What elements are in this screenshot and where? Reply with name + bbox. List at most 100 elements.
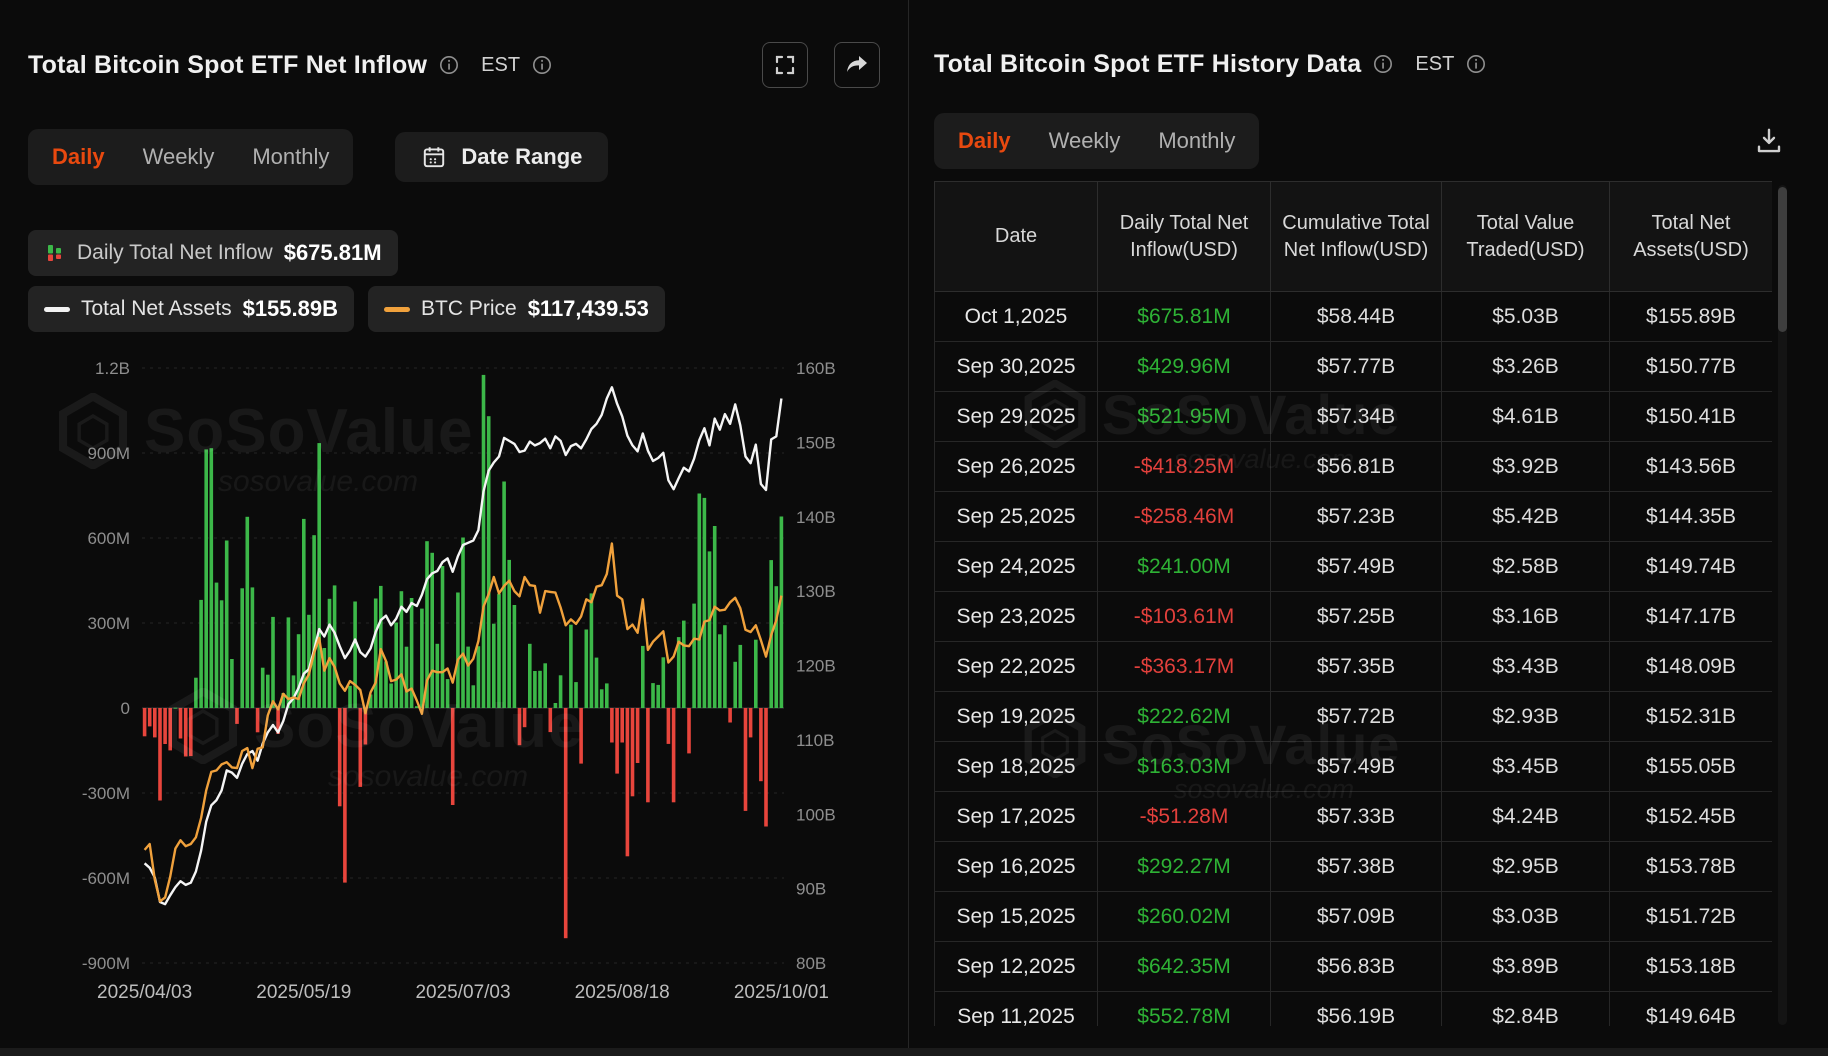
table-row: Oct 1,2025 $675.81M $58.44B $5.03B $155.89B	[934, 291, 1772, 342]
net-inflow-chart[interactable]: 1.2B 900M 600M 300M 0 -300M -600M -900M 160B 150B…	[28, 338, 880, 1038]
table-cell: $57.38B	[1270, 841, 1442, 892]
table-cell: $153.18B	[1609, 941, 1772, 992]
date-range-button[interactable]: Date Range	[395, 132, 609, 182]
table-cell: $144.35B	[1609, 491, 1772, 542]
history-data-table: Date Daily Total Net Inflow(USD) Cumulativ…	[934, 181, 1772, 1026]
table-cell: Sep 26,2025	[934, 441, 1098, 492]
legend-daily-net-inflow[interactable]: Daily Total Net Inflow $675.81M	[28, 230, 398, 276]
legend-value: $155.89B	[242, 296, 338, 321]
table-cell: $2.58B	[1441, 541, 1610, 592]
table-cell: $155.05B	[1609, 741, 1772, 792]
table-cell: $2.95B	[1441, 841, 1610, 892]
svg-text:2025/07/03: 2025/07/03	[415, 982, 510, 1003]
table-cell: $57.77B	[1270, 341, 1442, 392]
info-icon[interactable]	[532, 55, 552, 75]
history-data-panel: Total Bitcoin Spot ETF History Data EST …	[934, 0, 1828, 1056]
table-cell: $552.78M	[1097, 991, 1271, 1026]
info-icon[interactable]	[439, 55, 459, 75]
tab-monthly[interactable]: Monthly	[1140, 119, 1253, 163]
table-row: Sep 22,2025 -$363.17M $57.35B $3.43B $148.09…	[934, 641, 1772, 692]
svg-text:-300M: -300M	[82, 784, 130, 803]
table-cell: $150.77B	[1609, 341, 1772, 392]
table-cell: $3.92B	[1441, 441, 1610, 492]
svg-text:-600M: -600M	[82, 869, 130, 888]
table-scrollbar[interactable]	[1778, 185, 1787, 1025]
table-cell: $58.44B	[1270, 291, 1442, 342]
svg-text:100B: 100B	[796, 805, 836, 824]
table-cell: $429.96M	[1097, 341, 1271, 392]
legend-btc-price[interactable]: BTC Price $117,439.53	[368, 286, 665, 332]
chart-controls: Daily Weekly Monthly Date Range	[28, 129, 880, 185]
table-row: Sep 18,2025 $163.03M $57.49B $3.45B $155.05B	[934, 741, 1772, 792]
table-cell: Sep 17,2025	[934, 791, 1098, 842]
svg-text:2025/08/18: 2025/08/18	[575, 982, 670, 1003]
table-cell: $57.35B	[1270, 641, 1442, 692]
table-cell: $56.81B	[1270, 441, 1442, 492]
table-cell: $675.81M	[1097, 291, 1271, 342]
share-button[interactable]	[834, 42, 880, 88]
svg-text:150B: 150B	[796, 433, 836, 452]
table-cell: Sep 23,2025	[934, 591, 1098, 642]
table-cell: Sep 15,2025	[934, 891, 1098, 942]
legend-total-net-assets[interactable]: Total Net Assets $155.89B	[28, 286, 354, 332]
table-period-tabs: Daily Weekly Monthly	[934, 113, 1260, 169]
legend-label: Total Net Assets	[81, 297, 232, 320]
svg-text:120B: 120B	[796, 657, 836, 676]
table-cell: $57.49B	[1270, 741, 1442, 792]
tab-weekly[interactable]: Weekly	[125, 135, 233, 179]
table-cell: $4.61B	[1441, 391, 1610, 442]
table-cell: $2.84B	[1441, 991, 1610, 1026]
info-icon[interactable]	[1466, 54, 1486, 74]
svg-text:-900M: -900M	[82, 954, 130, 973]
table-cell: -$51.28M	[1097, 791, 1271, 842]
table-cell: Sep 30,2025	[934, 341, 1098, 392]
table-cell: $147.17B	[1609, 591, 1772, 642]
horizontal-scrollbar[interactable]	[0, 1048, 1828, 1056]
table-cell: $57.49B	[1270, 541, 1442, 592]
table-cell: $143.56B	[1609, 441, 1772, 492]
tab-weekly[interactable]: Weekly	[1031, 119, 1139, 163]
table-row: Sep 17,2025 -$51.28M $57.33B $4.24B $152.45B	[934, 791, 1772, 842]
table-cell: $149.74B	[1609, 541, 1772, 592]
net-inflow-chart-svg[interactable]: 1.2B 900M 600M 300M 0 -300M -600M -900M 160B 150B…	[28, 338, 880, 1038]
svg-text:0: 0	[121, 699, 130, 718]
svg-text:2025/05/19: 2025/05/19	[256, 982, 351, 1003]
svg-text:900M: 900M	[87, 444, 130, 463]
bar-chart-icon	[44, 242, 66, 264]
table-cell: -$258.46M	[1097, 491, 1271, 542]
tab-daily[interactable]: Daily	[940, 119, 1029, 163]
table-cell: Sep 12,2025	[934, 941, 1098, 992]
table-scrollbar-thumb[interactable]	[1778, 187, 1787, 332]
table-cell: Sep 11,2025	[934, 991, 1098, 1026]
table-cell: $3.26B	[1441, 341, 1610, 392]
svg-text:110B: 110B	[796, 731, 834, 750]
column-header: Daily Total Net Inflow(USD)	[1097, 181, 1271, 292]
legend-row-2: Total Net Assets $155.89B BTC Price $117…	[28, 286, 880, 332]
table-row: Sep 26,2025 -$418.25M $56.81B $3.92B $143.56…	[934, 441, 1772, 492]
svg-text:80B: 80B	[796, 954, 826, 973]
table-cell: $3.16B	[1441, 591, 1610, 642]
table-row: Sep 30,2025 $429.96M $57.77B $3.26B $150.77B	[934, 341, 1772, 392]
svg-text:140B: 140B	[796, 508, 836, 527]
table-cell: $3.89B	[1441, 941, 1610, 992]
history-table: Date Daily Total Net Inflow(USD) Cumulativ…	[934, 181, 1772, 1026]
tab-daily[interactable]: Daily	[34, 135, 123, 179]
fullscreen-button[interactable]	[762, 42, 808, 88]
table-row: Sep 16,2025 $292.27M $57.38B $2.95B $153.78B	[934, 841, 1772, 892]
table-cell: $153.78B	[1609, 841, 1772, 892]
download-button[interactable]	[1748, 120, 1790, 162]
table-row: Sep 25,2025 -$258.46M $57.23B $5.42B $144.35…	[934, 491, 1772, 542]
table-cell: Sep 16,2025	[934, 841, 1098, 892]
table-cell: $3.45B	[1441, 741, 1610, 792]
info-icon[interactable]	[1373, 54, 1393, 74]
table-row: Sep 19,2025 $222.62M $57.72B $2.93B $152.31B	[934, 691, 1772, 742]
table-cell: $152.45B	[1609, 791, 1772, 842]
orange-line-icon	[384, 306, 410, 312]
history-title: Total Bitcoin Spot ETF History Data	[934, 49, 1362, 78]
tab-monthly[interactable]: Monthly	[234, 135, 347, 179]
table-cell: $56.19B	[1270, 991, 1442, 1026]
table-cell: $5.42B	[1441, 491, 1610, 542]
table-cell: Sep 25,2025	[934, 491, 1098, 542]
est-label: EST	[481, 53, 521, 76]
